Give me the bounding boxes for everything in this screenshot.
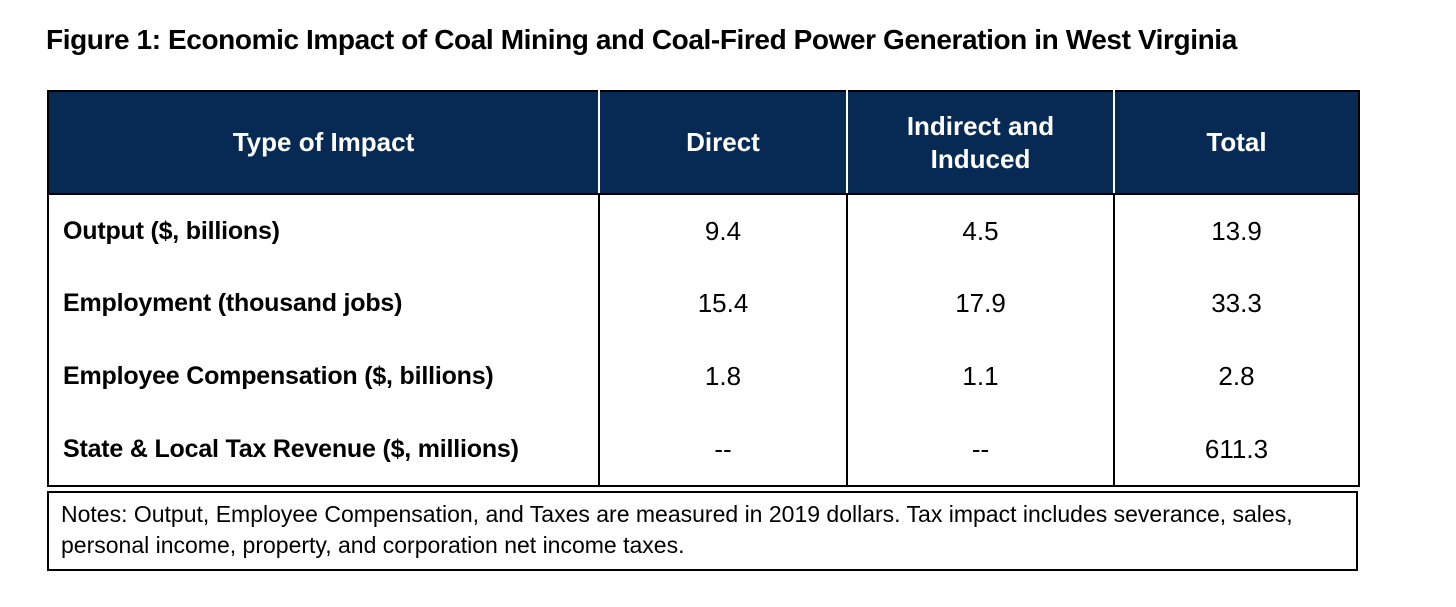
table-row-employment: Employment (thousand jobs) 15.4 17.9 33.… [48,267,1359,340]
column-header-direct: Direct [598,91,847,195]
cell-output-total: 13.9 [1113,194,1359,267]
table-row-employee-compensation: Employee Compensation ($, billions) 1.8 … [48,340,1359,413]
cell-output-indirect-induced: 4.5 [846,194,1114,267]
impact-table: Type of Impact Direct Indirect and Induc… [47,90,1360,487]
row-label-employment: Employment (thousand jobs) [48,267,599,340]
cell-output-direct: 9.4 [598,194,847,267]
table-notes: Notes: Output, Employee Compensation, an… [47,491,1358,571]
cell-employee-compensation-direct: 1.8 [598,340,847,413]
table-body: Output ($, billions) 9.4 4.5 13.9 Employ… [48,194,1359,486]
cell-employment-direct: 15.4 [598,267,847,340]
table-row-output: Output ($, billions) 9.4 4.5 13.9 [48,194,1359,267]
column-header-total: Total [1113,91,1359,195]
column-header-indirect-and-induced: Indirect and Induced [846,91,1114,195]
figure-title: Figure 1: Economic Impact of Coal Mining… [46,24,1237,55]
header-row: Type of Impact Direct Indirect and Induc… [48,91,1359,195]
cell-employee-compensation-indirect-induced: 1.1 [846,340,1114,413]
column-header-type-of-impact: Type of Impact [48,91,599,195]
cell-employment-total: 33.3 [1113,267,1359,340]
cell-employee-compensation-total: 2.8 [1113,340,1359,413]
table-row-state-local-tax-revenue: State & Local Tax Revenue ($, millions) … [48,413,1359,486]
row-label-employee-compensation: Employee Compensation ($, billions) [48,340,599,413]
cell-tax-revenue-total: 611.3 [1113,413,1359,486]
cell-employment-indirect-induced: 17.9 [846,267,1114,340]
table-header: Type of Impact Direct Indirect and Induc… [48,91,1359,195]
cell-tax-revenue-direct: -- [598,413,847,486]
row-label-output: Output ($, billions) [48,194,599,267]
cell-tax-revenue-indirect-induced: -- [846,413,1114,486]
row-label-state-local-tax-revenue: State & Local Tax Revenue ($, millions) [48,413,599,486]
